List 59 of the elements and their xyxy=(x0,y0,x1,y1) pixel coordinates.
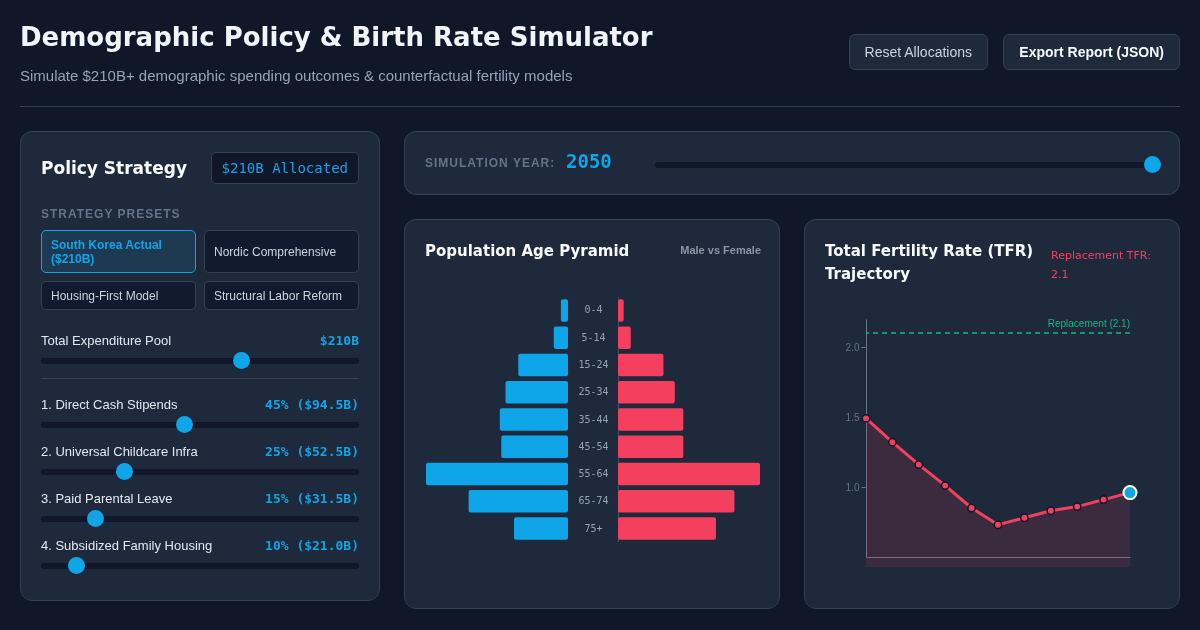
text: Reset Allocations xyxy=(848,34,988,70)
text: $210B xyxy=(319,333,359,348)
bar xyxy=(618,299,624,322)
text: 10% ($21.0B) xyxy=(265,538,359,553)
text: STRATEGY PRESETS xyxy=(41,207,181,221)
y-tick-label: 35-44 xyxy=(578,413,609,425)
bar xyxy=(618,435,684,459)
y-tick-label: 65-74 xyxy=(578,495,609,507)
bar xyxy=(618,408,684,431)
text: Replacement TFR: 2.1 xyxy=(1051,248,1152,283)
y-tick-label: 1.0 xyxy=(845,481,860,493)
text: 1. Direct Cash Stipends xyxy=(41,397,178,412)
point xyxy=(914,460,924,470)
bar xyxy=(618,489,735,513)
chart-subtitle: Male vs Female xyxy=(680,244,761,256)
bar xyxy=(618,353,664,377)
text: 2050 xyxy=(566,150,612,172)
point xyxy=(993,520,1003,530)
chart-title: Population Age Pyramid xyxy=(425,241,631,262)
y-tick-label: 75+ xyxy=(584,522,603,534)
y-tick-label: 2.0 xyxy=(845,341,860,353)
point xyxy=(1046,506,1056,516)
text: Simulate $210B+ demographic spending outcomes & counterfactual fertility models xyxy=(20,67,573,84)
text: Policy Strategy xyxy=(41,158,188,178)
y-tick-label: 45-54 xyxy=(578,440,609,452)
point xyxy=(940,481,950,491)
text: 2. Universal Childcare Infra xyxy=(41,444,198,459)
text: SIMULATION YEAR: xyxy=(425,156,556,170)
text: Total Expenditure Pool xyxy=(41,333,172,348)
bar xyxy=(618,517,716,540)
point xyxy=(887,437,897,447)
text: 45% ($94.5B) xyxy=(265,397,359,412)
point xyxy=(1019,513,1029,523)
text: 3. Paid Parental Leave xyxy=(41,491,173,506)
y-tick-label: 1.5 xyxy=(845,411,860,423)
ref-line-label: Replacement (2.1) xyxy=(1047,318,1130,329)
bar xyxy=(618,326,631,350)
text: 4. Subsidized Family Housing xyxy=(41,538,213,553)
bar xyxy=(618,380,675,404)
text: Demographic Policy & Birth Rate Simulator xyxy=(20,22,653,52)
y-tick-label: 0-4 xyxy=(584,304,603,316)
text: Housing-First Model xyxy=(41,281,196,310)
text: 15% ($31.5B) xyxy=(265,491,359,506)
text: Export Report (JSON) xyxy=(1003,34,1180,70)
text: Nordic Comprehensive xyxy=(204,230,359,273)
y-tick-label: 25-34 xyxy=(578,386,609,398)
point xyxy=(861,413,871,423)
point xyxy=(1099,495,1109,505)
text: $210B Allocated xyxy=(210,152,359,184)
y-tick-label: 15-24 xyxy=(578,358,609,370)
chart-title: Total Fertility Rate (TFR) Trajectory xyxy=(825,241,1035,285)
bar xyxy=(618,462,760,486)
y-tick-label: 55-64 xyxy=(578,468,609,480)
point xyxy=(1072,502,1082,512)
text: South Korea Actual ($210B) xyxy=(41,230,196,273)
y-tick-label: 5-14 xyxy=(581,331,606,343)
text: 25% ($52.5B) xyxy=(265,444,359,459)
text: Structural Labor Reform xyxy=(204,281,359,310)
point xyxy=(967,503,977,513)
